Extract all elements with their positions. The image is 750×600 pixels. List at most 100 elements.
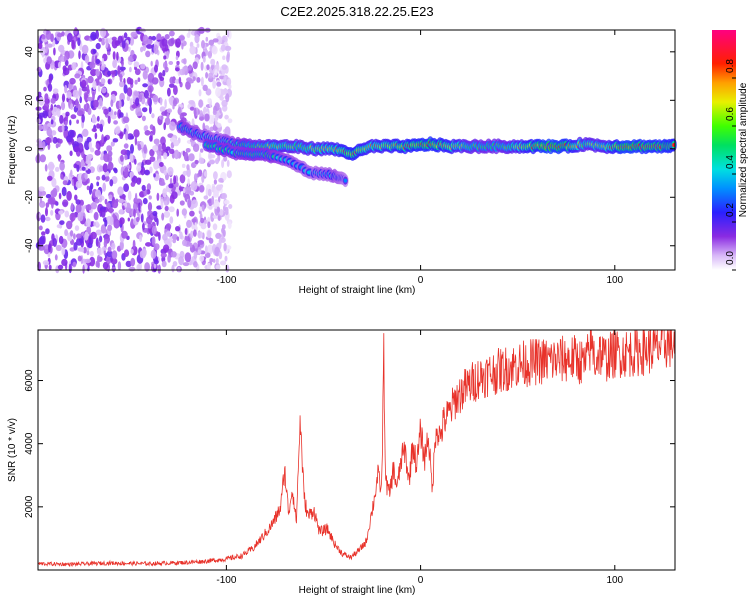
noise-blob: [115, 198, 119, 203]
noise-blob: [156, 192, 160, 201]
noise-blob: [208, 154, 216, 159]
noise-blob: [45, 30, 52, 40]
noise-blob: [145, 50, 151, 58]
noise-blob: [129, 66, 132, 73]
noise-blob: [107, 246, 112, 253]
noise-blob: [117, 186, 124, 196]
noise-blob: [162, 188, 167, 198]
noise-blob: [183, 58, 187, 65]
noise-blob: [108, 194, 113, 200]
noise-blob: [95, 58, 101, 65]
noise-blob: [84, 54, 90, 64]
noise-blob: [226, 159, 230, 167]
noise-blob: [85, 165, 89, 171]
noise-blob: [129, 135, 135, 140]
noise-blob: [81, 166, 86, 171]
noise-blob: [153, 259, 159, 265]
noise-blob: [66, 190, 72, 201]
noise-blob: [214, 102, 220, 111]
colorbar-tick-label: 0.8: [725, 59, 736, 73]
noise-blob: [168, 83, 175, 88]
noise-blob: [163, 210, 171, 218]
noise-blob: [137, 143, 142, 151]
noise-blob: [54, 254, 58, 261]
noise-blob: [107, 115, 111, 124]
noise-blob: [107, 150, 113, 157]
noise-blob: [153, 160, 159, 170]
noise-blob: [167, 133, 174, 139]
spectrogram-xlabel: Height of straight line (km): [299, 285, 416, 296]
noise-blob: [223, 75, 227, 83]
noise-blob: [73, 242, 78, 251]
snr-marks: [37, 329, 676, 567]
noise-blob: [219, 95, 224, 101]
noise-blob: [139, 250, 146, 259]
noise-blob: [56, 108, 61, 118]
noise-blob: [39, 47, 46, 56]
noise-blob: [72, 89, 79, 98]
noise-blob: [152, 94, 159, 103]
noise-blob: [82, 246, 87, 254]
noise-blob: [62, 199, 69, 208]
noise-blob: [62, 67, 70, 76]
spectrogram-xtick-label: -100: [216, 275, 236, 286]
snr-plot-area[interactable]: [38, 330, 675, 570]
noise-blob: [123, 143, 129, 149]
noise-blob: [214, 246, 221, 257]
noise-blob: [200, 76, 204, 87]
noise-blob: [194, 34, 200, 44]
noise-blob: [182, 262, 190, 267]
noise-blob: [144, 169, 150, 176]
noise-blob: [200, 148, 204, 153]
noise-blob: [158, 143, 163, 152]
noise-blob: [206, 64, 210, 71]
noise-blob: [84, 172, 88, 180]
snr-ytick-label: 4000: [24, 432, 35, 455]
noise-blob: [84, 231, 89, 241]
noise-blob: [179, 200, 185, 206]
noise-blob: [113, 120, 118, 125]
noise-blob: [142, 197, 148, 205]
chart-title: C2E2.2025.318.22.25.E23: [280, 4, 433, 19]
noise-blob: [81, 114, 85, 123]
noise-blob: [139, 234, 143, 243]
noise-blob: [151, 225, 157, 235]
noise-blob: [105, 256, 112, 265]
noise-blob: [147, 96, 151, 106]
noise-blob: [164, 99, 167, 109]
noise-blob: [145, 242, 152, 247]
noise-blob: [39, 154, 46, 163]
noise-blob: [121, 40, 126, 49]
noise-blob: [163, 55, 167, 60]
noise-blob: [186, 164, 190, 171]
snr-xtick-label: -100: [216, 575, 236, 586]
noise-blob: [110, 99, 114, 107]
noise-blob: [90, 147, 95, 153]
noise-blob: [159, 97, 163, 106]
noise-blob: [212, 109, 217, 115]
noise-blob: [133, 129, 140, 138]
noise-blob: [165, 231, 172, 237]
spectrogram-ytick-label: -40: [24, 238, 35, 253]
noise-blob: [45, 228, 50, 235]
noise-blob: [80, 159, 85, 167]
noise-blob: [76, 237, 83, 246]
snr-xtick-label: 0: [418, 575, 424, 586]
noise-blob: [226, 53, 230, 63]
noise-blob: [175, 67, 180, 72]
noise-blob: [47, 161, 55, 172]
noise-blob: [45, 202, 50, 208]
noise-blob: [123, 183, 129, 192]
noise-blob: [64, 210, 70, 218]
noise-blob: [127, 190, 132, 201]
noise-blob: [111, 242, 116, 250]
noise-blob: [86, 96, 94, 102]
noise-blob: [191, 218, 197, 223]
noise-blob: [130, 181, 136, 187]
noise-blob: [52, 187, 58, 198]
noise-blob: [218, 196, 221, 203]
noise-blob: [96, 254, 100, 264]
colorbar-tick-label: 0.6: [725, 107, 736, 121]
noise-blob: [119, 217, 125, 225]
noise-blob: [173, 175, 177, 185]
